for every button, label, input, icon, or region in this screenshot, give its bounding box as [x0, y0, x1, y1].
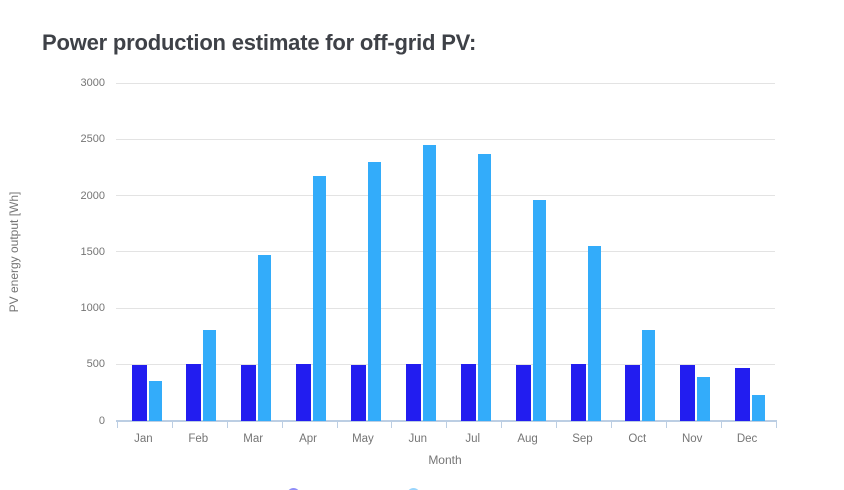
bar-series-light-blue-may — [368, 161, 381, 421]
x-tick-label-nov: Nov — [681, 432, 703, 445]
y-tick-label-1500: 1500 — [80, 245, 105, 258]
bar-series-dark-blue-may — [351, 365, 366, 421]
bar-series-dark-blue-sep — [570, 364, 586, 421]
bar-series-dark-blue-jul — [460, 364, 476, 421]
legend-marker-light-blue — [407, 487, 420, 490]
x-axis-tick — [281, 420, 283, 428]
x-tick-label-aug: Aug — [517, 432, 538, 445]
gridline-1000 — [116, 307, 775, 309]
x-axis-tick — [720, 420, 722, 428]
bar-series-light-blue-jun — [422, 144, 436, 421]
gridline-2500 — [116, 138, 775, 140]
x-axis-tick — [556, 420, 557, 428]
bar-series-light-blue-feb — [203, 329, 217, 421]
gridline-1500 — [116, 251, 775, 253]
x-axis-tick — [336, 420, 338, 428]
x-tick-label-dec: Dec — [736, 432, 758, 445]
y-tick-label-1000: 1000 — [80, 302, 105, 314]
x-tick-label-sep: Sep — [572, 432, 593, 445]
bar-series-light-blue-nov — [697, 376, 711, 421]
x-tick-label-feb: Feb — [188, 432, 209, 445]
x-axis-tick — [117, 420, 118, 428]
bar-series-light-blue-mar — [258, 254, 272, 421]
bar-series-light-blue-apr — [313, 175, 327, 421]
bar-series-dark-blue-nov — [680, 364, 696, 421]
x-axis-tick — [610, 420, 612, 428]
x-axis-tick — [446, 420, 448, 428]
y-axis-title: PV energy output [Wh] — [7, 191, 21, 313]
bar-series-light-blue-oct — [642, 329, 656, 421]
x-axis-tick — [665, 420, 667, 428]
x-axis-tick — [391, 420, 393, 428]
bar-series-dark-blue-aug — [515, 364, 531, 421]
x-tick-label-jul: Jul — [465, 432, 481, 445]
bar-series-dark-blue-apr — [296, 364, 312, 421]
bar-series-light-blue-jul — [477, 154, 491, 421]
y-tick-label-0: 0 — [98, 414, 105, 427]
x-tick-label-mar: Mar — [243, 432, 264, 445]
bar-series-dark-blue-jan — [131, 364, 147, 421]
gridline-500 — [116, 363, 775, 365]
bar-series-light-blue-dec — [752, 395, 766, 421]
x-tick-label-jan: Jan — [134, 432, 153, 445]
y-tick-label-500: 500 — [86, 358, 105, 371]
x-axis-tick — [226, 420, 228, 428]
bar-series-light-blue-aug — [532, 200, 546, 421]
x-tick-label-jun: Jun — [408, 432, 428, 445]
legend-marker-dark-blue — [287, 487, 300, 490]
bar-series-light-blue-sep — [587, 246, 601, 421]
bar-series-dark-blue-feb — [186, 363, 202, 421]
gridline-3000 — [116, 82, 775, 84]
gridline-2000 — [116, 195, 775, 196]
x-tick-label-oct: Oct — [628, 432, 647, 445]
x-axis-tick — [171, 420, 173, 428]
bar-series-dark-blue-jun — [405, 364, 421, 421]
x-tick-label-apr: Apr — [299, 432, 318, 445]
x-axis-tick — [775, 420, 777, 428]
x-axis-tick — [501, 420, 503, 428]
y-tick-label-2500: 2500 — [80, 133, 105, 146]
bar-series-dark-blue-mar — [241, 364, 257, 421]
bar-series-light-blue-jan — [148, 380, 162, 421]
bar-series-dark-blue-dec — [735, 367, 751, 421]
bar-series-dark-blue-oct — [625, 364, 641, 421]
x-tick-label-may: May — [352, 432, 374, 445]
y-tick-label-2000: 2000 — [80, 189, 105, 202]
chart-title: Power production estimate for off-grid P… — [42, 30, 477, 55]
y-tick-label-3000: 3000 — [80, 77, 105, 89]
x-axis-title: Month — [428, 453, 462, 467]
